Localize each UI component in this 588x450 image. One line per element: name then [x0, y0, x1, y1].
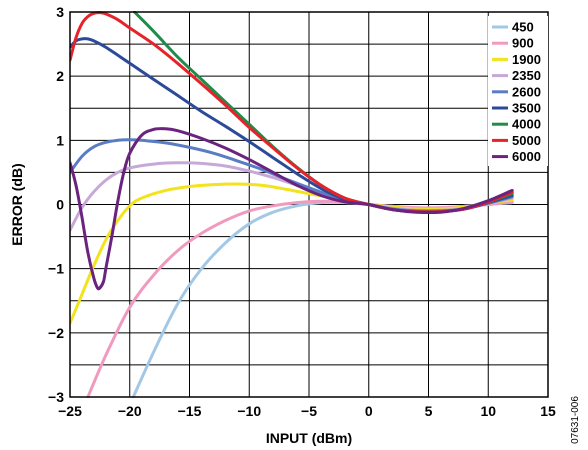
- y-tick-label: −3: [48, 389, 64, 405]
- series-line-4000: [133, 11, 514, 214]
- legend-label-2350: 2350: [512, 68, 541, 83]
- x-tick-label: 0: [365, 403, 373, 419]
- x-tick-label: 10: [480, 403, 496, 419]
- x-tick-label: −25: [58, 403, 82, 419]
- series-line-900: [86, 199, 514, 398]
- legend-label-3500: 3500: [512, 101, 541, 116]
- y-tick-label: 3: [56, 4, 64, 20]
- x-tick-labels: −25 −20 −15 −10 −5 0 5 10 15: [58, 403, 556, 419]
- plot-frame: [69, 11, 549, 398]
- figure-code: 07631-006: [570, 396, 581, 444]
- x-tick-label: −5: [301, 403, 317, 419]
- series-line-3500: [70, 37, 514, 214]
- series-line-6000: [70, 127, 514, 291]
- x-tick-label: 15: [540, 403, 556, 419]
- y-tick-label: 2: [56, 68, 64, 84]
- legend-label-4000: 4000: [512, 117, 541, 132]
- legend-label-450: 450: [512, 20, 534, 35]
- x-tick-label: −15: [178, 403, 202, 419]
- y-axis-label: ERROR (dB): [9, 163, 25, 245]
- x-tick-label: −10: [237, 403, 261, 419]
- y-tick-labels: −3 −2 −1 0 1 2 3: [48, 4, 64, 405]
- x-axis-label: INPUT (dBm): [266, 430, 352, 446]
- legend-label-2600: 2600: [512, 84, 541, 99]
- x-tick-label: −20: [118, 403, 142, 419]
- y-tick-label: −1: [48, 261, 64, 277]
- y-tick-label: −2: [48, 325, 64, 341]
- x-tick-label: 5: [425, 403, 433, 419]
- y-tick-label: 0: [56, 197, 64, 213]
- legend-label-1900: 1900: [512, 52, 541, 67]
- legend-label-6000: 6000: [512, 149, 541, 164]
- series-line-450: [131, 200, 514, 398]
- y-tick-label: 1: [56, 132, 64, 148]
- legend-label-900: 900: [512, 36, 534, 51]
- series-lines: [70, 11, 514, 398]
- legend-label-5000: 5000: [512, 133, 541, 148]
